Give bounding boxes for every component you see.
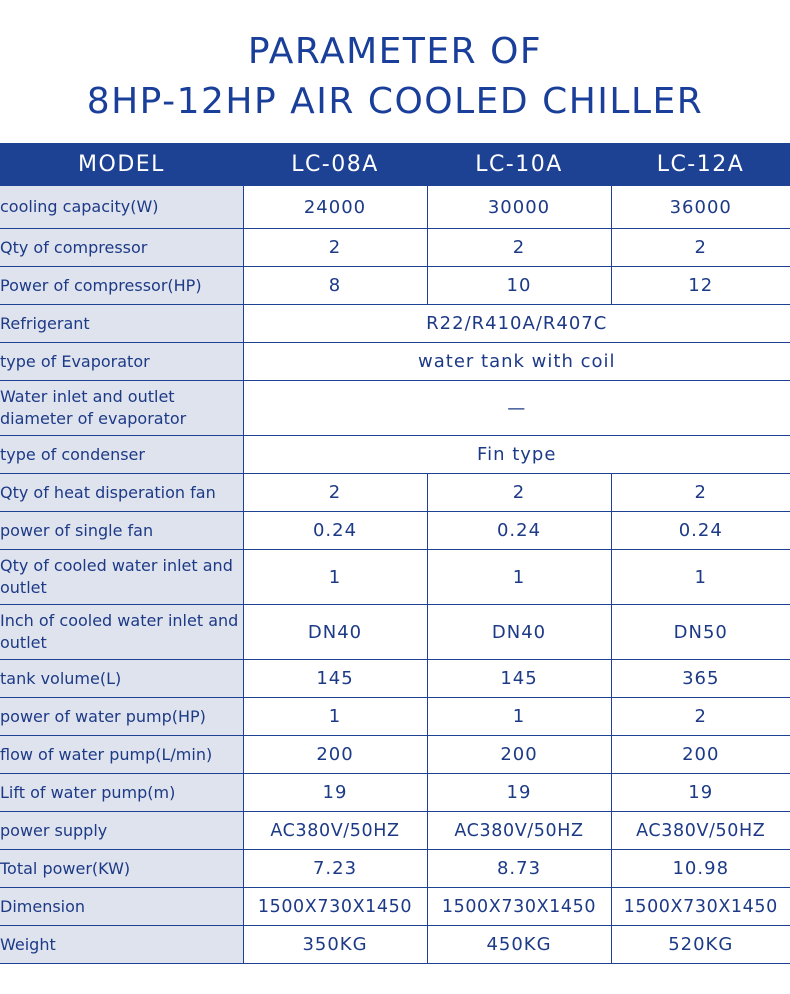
table-cell: 350KG <box>242 925 428 964</box>
row-label: Weight <box>0 925 244 964</box>
table-cell: 36000 <box>610 185 790 229</box>
table-cell: 200 <box>426 735 612 774</box>
table-cell: 450KG <box>426 925 612 964</box>
row-label: power of water pump(HP) <box>0 697 244 736</box>
table-row: Total power(KW) 7.23 8.73 10.98 <box>0 849 790 888</box>
row-label: Qty of cooled water inlet and outlet <box>0 549 244 605</box>
table-cell: AC380V/50HZ <box>610 811 790 850</box>
table-cell: 19 <box>426 773 612 812</box>
table-row: Water inlet and outlet diameter of evapo… <box>0 380 790 436</box>
page-title-line-2: 8HP-12HP AIR COOLED CHILLER <box>86 81 704 122</box>
table-row: type of Evaporator water tank with coil <box>0 342 790 381</box>
row-label: Dimension <box>0 887 244 926</box>
row-label: power supply <box>0 811 244 850</box>
table-cell: 1 <box>426 549 612 605</box>
table-row: Qty of heat disperation fan 2 2 2 <box>0 473 790 512</box>
table-cell: DN50 <box>610 604 790 660</box>
table-row: Weight 350KG 450KG 520KG <box>0 925 790 964</box>
row-label: Qty of heat disperation fan <box>0 473 244 512</box>
table-cell: 200 <box>610 735 790 774</box>
row-label: Inch of cooled water inlet and outlet <box>0 604 244 660</box>
table-cell: 2 <box>610 473 790 512</box>
table-cell: 8 <box>242 266 428 305</box>
table-cell: 0.24 <box>426 511 612 550</box>
table-row: cooling capacity(W) 24000 30000 36000 <box>0 185 790 229</box>
table-row: power supply AC380V/50HZ AC380V/50HZ AC3… <box>0 811 790 850</box>
table-cell: 2 <box>610 228 790 267</box>
row-label: Refrigerant <box>0 304 244 343</box>
table-cell: 19 <box>610 773 790 812</box>
model-header: MODEL <box>0 143 243 186</box>
table-cell: 7.23 <box>242 849 428 888</box>
table-row: Refrigerant R22/R410A/R407C <box>0 304 790 343</box>
row-label: type of Evaporator <box>0 342 244 381</box>
table-cell: 2 <box>426 473 612 512</box>
row-label: Power of compressor(HP) <box>0 266 244 305</box>
table-row: power of single fan 0.24 0.24 0.24 <box>0 511 790 550</box>
table-cell: 19 <box>242 773 428 812</box>
table-cell: 1500X730X1450 <box>242 887 428 926</box>
table-cell: 24000 <box>242 185 428 229</box>
table-cell: 1 <box>426 697 612 736</box>
table-cell: 1 <box>610 549 790 605</box>
model-lc-12a-header: LC-12A <box>611 143 790 186</box>
table-cell: AC380V/50HZ <box>426 811 612 850</box>
row-label: Total power(KW) <box>0 849 244 888</box>
model-lc-08a-header: LC-08A <box>243 143 427 186</box>
row-label: Lift of water pump(m) <box>0 773 244 812</box>
table-cell: 0.24 <box>242 511 428 550</box>
model-lc-10a-header: LC-10A <box>427 143 611 186</box>
row-label: type of condenser <box>0 435 244 474</box>
table-cell: AC380V/50HZ <box>242 811 428 850</box>
table-row: tank volume(L) 145 145 365 <box>0 659 790 698</box>
table-row: Power of compressor(HP) 8 10 12 <box>0 266 790 305</box>
table-cell: 1 <box>242 697 428 736</box>
table-row: Dimension 1500X730X1450 1500X730X1450 15… <box>0 887 790 926</box>
table-cell-merged: Fin type <box>242 435 790 474</box>
table-header-row: MODEL LC-08A LC-10A LC-12A <box>0 143 790 186</box>
table-row: Qty of cooled water inlet and outlet 1 1… <box>0 549 790 605</box>
table-cell: 365 <box>610 659 790 698</box>
table-cell: 1500X730X1450 <box>610 887 790 926</box>
table-cell: 2 <box>242 228 428 267</box>
table-cell: 200 <box>242 735 428 774</box>
table-cell: 10.98 <box>610 849 790 888</box>
table-cell: 12 <box>610 266 790 305</box>
table-cell-merged: — <box>242 380 790 436</box>
table-cell: 2 <box>610 697 790 736</box>
table-row: Qty of compressor 2 2 2 <box>0 228 790 267</box>
table-cell: 145 <box>242 659 428 698</box>
table-cell: 1500X730X1450 <box>426 887 612 926</box>
row-label: flow of water pump(L/min) <box>0 735 244 774</box>
row-label: Water inlet and outlet diameter of evapo… <box>0 380 244 436</box>
parameter-table: MODEL LC-08A LC-10A LC-12A cooling capac… <box>0 143 790 964</box>
table-cell: 520KG <box>610 925 790 964</box>
table-cell: DN40 <box>242 604 428 660</box>
table-row: power of water pump(HP) 1 1 2 <box>0 697 790 736</box>
row-label: Qty of compressor <box>0 228 244 267</box>
table-cell: 2 <box>242 473 428 512</box>
table-cell: 8.73 <box>426 849 612 888</box>
table-row: flow of water pump(L/min) 200 200 200 <box>0 735 790 774</box>
page-title-line-1: PARAMETER OF <box>247 31 543 72</box>
table-row: Lift of water pump(m) 19 19 19 <box>0 773 790 812</box>
table-cell: 145 <box>426 659 612 698</box>
table-cell: 10 <box>426 266 612 305</box>
table-cell: 30000 <box>426 185 612 229</box>
table-cell: DN40 <box>426 604 612 660</box>
row-label: tank volume(L) <box>0 659 244 698</box>
table-row: Inch of cooled water inlet and outlet DN… <box>0 604 790 660</box>
row-label: power of single fan <box>0 511 244 550</box>
table-cell: 1 <box>242 549 428 605</box>
table-cell-merged: water tank with coil <box>242 342 790 381</box>
table-cell: 2 <box>426 228 612 267</box>
table-cell-merged: R22/R410A/R407C <box>242 304 790 343</box>
table-cell: 0.24 <box>610 511 790 550</box>
table-row: type of condenser Fin type <box>0 435 790 474</box>
row-label: cooling capacity(W) <box>0 185 244 229</box>
